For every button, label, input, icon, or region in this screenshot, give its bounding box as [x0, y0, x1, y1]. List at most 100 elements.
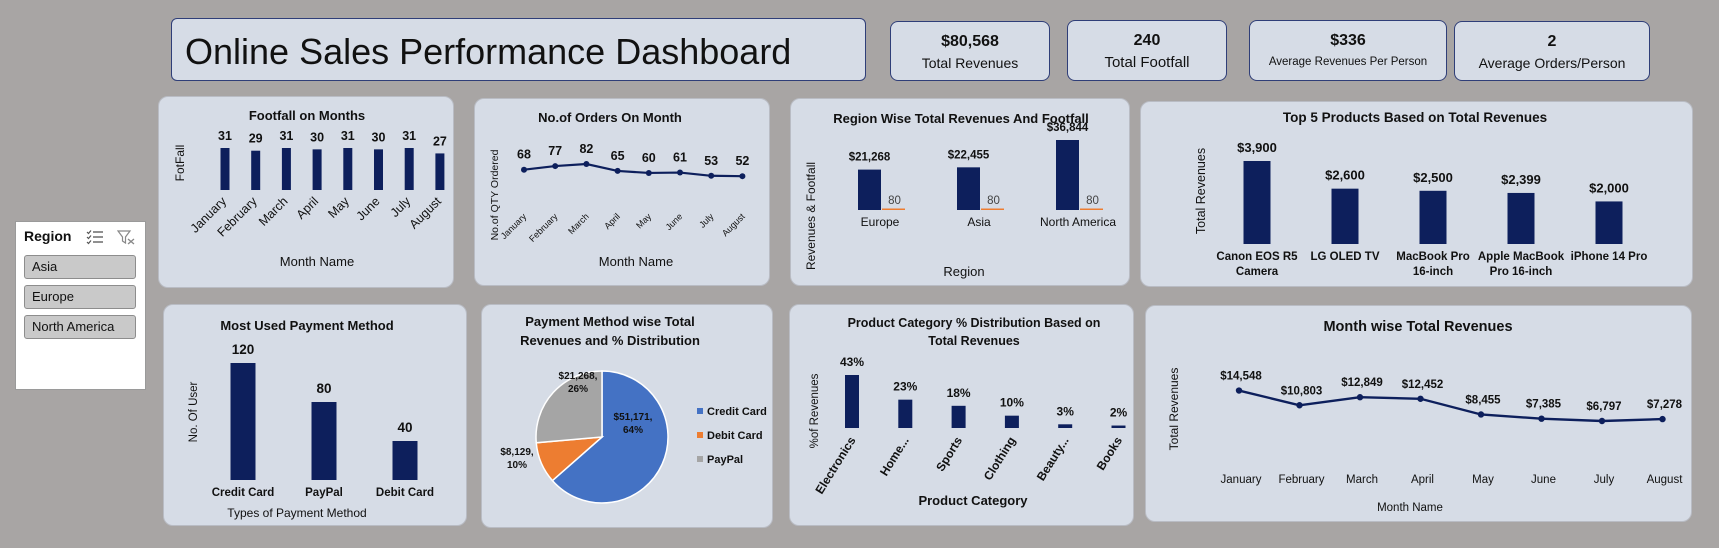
pie-data-label: 10%: [507, 460, 527, 471]
product-bar: [1331, 188, 1359, 244]
footfall-chart-panel: Footfall on Months 31 January 29 February 31 M…: [158, 96, 454, 288]
payment-bar: [311, 402, 337, 480]
slicer-item-europe[interactable]: Europe: [24, 285, 136, 309]
payment-tick-label: Credit Card: [212, 487, 275, 499]
chart-title: Month wise Total Revenues: [1323, 319, 1512, 335]
revenue-bar: [1056, 140, 1079, 210]
footfall-data-label: 80: [888, 195, 901, 207]
category-bar: [898, 399, 913, 428]
revenue-point: [1356, 394, 1364, 401]
footfall-tick-label: March: [256, 194, 290, 228]
orders-data-label: 82: [579, 142, 593, 156]
region-tick-label: Europe: [861, 215, 900, 229]
product-tick-label: 16-inch: [1413, 266, 1453, 278]
revenue-point: [1296, 402, 1303, 409]
category-bar: [951, 405, 966, 428]
x-axis-label: Month Name: [599, 254, 673, 269]
legend-label: Credit Card: [707, 406, 767, 418]
product-bar: [1419, 190, 1447, 244]
month-tick-label: February: [1278, 474, 1324, 486]
orders-data-label: 61: [673, 151, 687, 165]
orders-chart-panel: No.of Orders On Month 68 January 77 February…: [474, 98, 770, 286]
clear-filter-icon[interactable]: [117, 229, 135, 245]
revenue-data-label: $6,797: [1586, 401, 1621, 413]
revenue-point: [1235, 387, 1243, 394]
region-chart: Region Wise Total Revenues And Footfall$…: [804, 111, 1116, 279]
footfall-data-label: 80: [987, 195, 1000, 207]
product-data-label: $2,500: [1413, 170, 1453, 185]
orders-tick-label: May: [634, 211, 653, 230]
chart-title: Footfall on Months: [249, 108, 365, 123]
slicer-title: Region: [24, 228, 72, 244]
category-bar: [1058, 424, 1073, 428]
page-title: Online Sales Performance Dashboard: [185, 31, 792, 72]
footfall-bar: [1080, 208, 1103, 210]
footfall-data-label: 27: [433, 134, 447, 148]
category-tick-label: Sports: [933, 434, 965, 474]
pie-slice: [551, 370, 669, 504]
kpi-value: $80,568: [941, 33, 999, 50]
payment-chart-panel: Most Used Payment Method 120 Credit Card 80…: [163, 304, 467, 526]
footfall-tick-label: August: [407, 194, 445, 232]
orders-data-label: 68: [517, 148, 531, 162]
revenue-data-label: $8,455: [1465, 394, 1501, 406]
product-data-label: $3,900: [1237, 140, 1277, 155]
orders-data-label: 65: [611, 149, 625, 163]
footfall-bar: [312, 149, 322, 190]
category-tick-label: Beauty...: [1034, 434, 1072, 483]
month-tick-label: March: [1346, 474, 1378, 486]
footfall-bar: [343, 148, 353, 190]
revenue-point: [1598, 417, 1606, 425]
revenue-bar: [858, 169, 881, 210]
month-revenue-chart-panel: Month wise Total Revenues $14,548 January $…: [1145, 305, 1692, 522]
pie-data-label: 26%: [568, 384, 588, 395]
pie-slice: [535, 370, 603, 444]
payment-data-label: 80: [316, 381, 331, 396]
legend-swatch: [697, 432, 703, 438]
footfall-data-label: 31: [402, 129, 416, 143]
category-tick-label: Clothing: [981, 434, 1019, 483]
product-tick-label: Canon EOS R5: [1216, 251, 1298, 263]
kpi-value: 2: [1547, 33, 1557, 50]
month-tick-label: June: [1531, 474, 1556, 486]
top-products-chart: Top 5 Products Based on Total Revenues $3…: [1194, 110, 1647, 278]
region-tick-label: North America: [1040, 215, 1116, 229]
legend-label: PayPal: [707, 454, 743, 466]
kpi-value: $336: [1330, 32, 1366, 49]
footfall-bar: [281, 148, 291, 190]
product-tick-label: Camera: [1236, 266, 1279, 278]
revenue-data-label: $22,455: [948, 149, 990, 161]
payment-data-label: 120: [232, 342, 255, 357]
product-bar: [1595, 201, 1623, 244]
category-data-label: 18%: [947, 386, 971, 400]
slicer-item-asia[interactable]: Asia: [24, 255, 136, 279]
footfall-tick-label: June: [354, 194, 383, 223]
footfall-data-label: 30: [372, 130, 386, 144]
chart-title: Product Category % Distribution Based on: [848, 316, 1101, 330]
multi-select-icon[interactable]: [86, 229, 104, 245]
revenue-point: [1538, 415, 1545, 422]
legend-swatch: [697, 408, 703, 414]
orders-chart: No.of Orders On Month 68 January 77 February…: [489, 110, 749, 269]
top-products-chart-panel: Top 5 Products Based on Total Revenues $3…: [1140, 101, 1693, 287]
y-axis-label: No. Of User: [188, 381, 200, 442]
orders-point: [677, 169, 683, 176]
revenue-data-label: $12,452: [1402, 379, 1444, 391]
dashboard-title-box: Online Sales Performance Dashboard: [171, 18, 866, 81]
month-tick-label: July: [1594, 474, 1615, 486]
y-axis-label: %of Revenues: [809, 373, 821, 448]
chart-title: No.of Orders On Month: [538, 110, 682, 125]
payment-chart: Most Used Payment Method 120 Credit Card 80…: [188, 318, 434, 520]
orders-tick-label: January: [499, 211, 529, 241]
y-axis-label: Total Revenues: [1194, 148, 1208, 234]
orders-point: [583, 161, 590, 168]
payment-bar: [230, 363, 256, 480]
footfall-data-label: 80: [1086, 195, 1099, 207]
kpi-total-footfall: 240 Total Footfall: [1067, 20, 1227, 81]
kpi-average-revenues: $336 Average Revenues Per Person: [1249, 20, 1447, 81]
slicer-item-north-america[interactable]: North America: [24, 315, 136, 339]
revenue-data-label: $7,385: [1526, 399, 1562, 411]
chart-title: Payment Method wise Total: [525, 314, 695, 329]
product-tick-label: MacBook Pro: [1396, 251, 1470, 263]
y-axis-label: Revenues & Footfall: [804, 162, 818, 270]
